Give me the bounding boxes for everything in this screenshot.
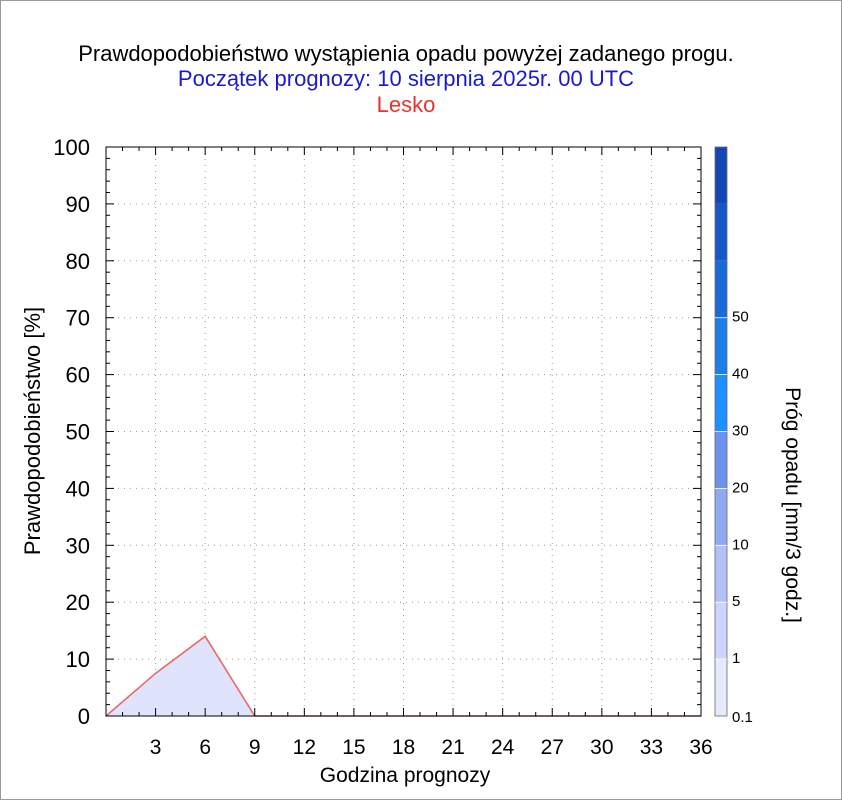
colorbar-segment (715, 602, 727, 660)
x-tick-label: 24 (491, 736, 515, 759)
location-label: Lesko (376, 92, 436, 117)
x-tick-label: 36 (689, 736, 712, 759)
x-tick-label: 9 (249, 736, 261, 759)
y-tick-label: 50 (66, 420, 90, 445)
colorbar-segment (715, 317, 727, 375)
colorbar-tick-label: 40 (732, 366, 749, 383)
x-tick-label: 21 (441, 736, 464, 759)
colorbar-segment (715, 545, 727, 603)
colorbar-tick-label: 5 (732, 593, 740, 610)
colorbar-segment (715, 374, 727, 432)
y-tick-label: 30 (66, 533, 90, 558)
colorbar-tick-label: 10 (732, 536, 749, 553)
y-tick-label: 40 (66, 476, 90, 501)
colorbar-tick-label: 30 (732, 423, 749, 440)
colorbar-segment (715, 431, 727, 489)
series-layer (105, 635, 701, 717)
x-tick-label: 12 (293, 736, 316, 759)
colorbar-tick-label: 1 (732, 650, 740, 667)
plot-border (105, 146, 702, 717)
forecast-start-label: Początek prognozy: 10 sierpnia 2025r. 00… (177, 66, 635, 91)
y-tick-label: 20 (66, 590, 90, 615)
colorbar: 0.1 1 5 10 20 30 40 50 (714, 146, 753, 726)
colorbar-tick-label: 20 (732, 479, 749, 496)
y-tick-label: 70 (66, 306, 90, 331)
grid (106, 147, 701, 716)
colorbar-segment (715, 260, 727, 318)
colorbar-tick-label: 0.1 (732, 709, 753, 726)
x-tick-label: 18 (392, 736, 415, 759)
y-tick-label: 80 (66, 249, 90, 274)
x-tick-label: 27 (541, 736, 564, 759)
series-area-0 (106, 636, 701, 716)
x-axis-label: Godzina prognozy (320, 764, 491, 787)
y-tick-label: 10 (66, 647, 90, 672)
y-tick-label: 60 (66, 363, 90, 388)
colorbar-label: Próg opadu [mm/3 godz.] (781, 387, 804, 623)
x-tick-label: 6 (199, 736, 211, 759)
y-axis-label: Prawdopodobieństwo [%] (20, 307, 45, 555)
colorbar-segment (715, 659, 727, 716)
y-tick-label: 90 (66, 192, 90, 217)
y-tick-label: 0 (78, 704, 90, 729)
colorbar-segment (715, 147, 727, 204)
chart-title: Prawdopodobieństwo wystąpienia opadu pow… (78, 41, 734, 66)
colorbar-segment (715, 488, 727, 546)
y-tick-label: 100 (53, 135, 90, 160)
colorbar-segment (715, 203, 727, 261)
axes: 3 6 9 12 15 18 21 24 27 30 33 360102030405060708090… (53, 135, 712, 759)
x-tick-label: 15 (342, 736, 365, 759)
x-tick-label: 3 (150, 736, 162, 759)
colorbar-tick-label: 50 (732, 309, 749, 326)
x-tick-label: 33 (640, 736, 663, 759)
x-tick-label: 30 (590, 736, 613, 759)
